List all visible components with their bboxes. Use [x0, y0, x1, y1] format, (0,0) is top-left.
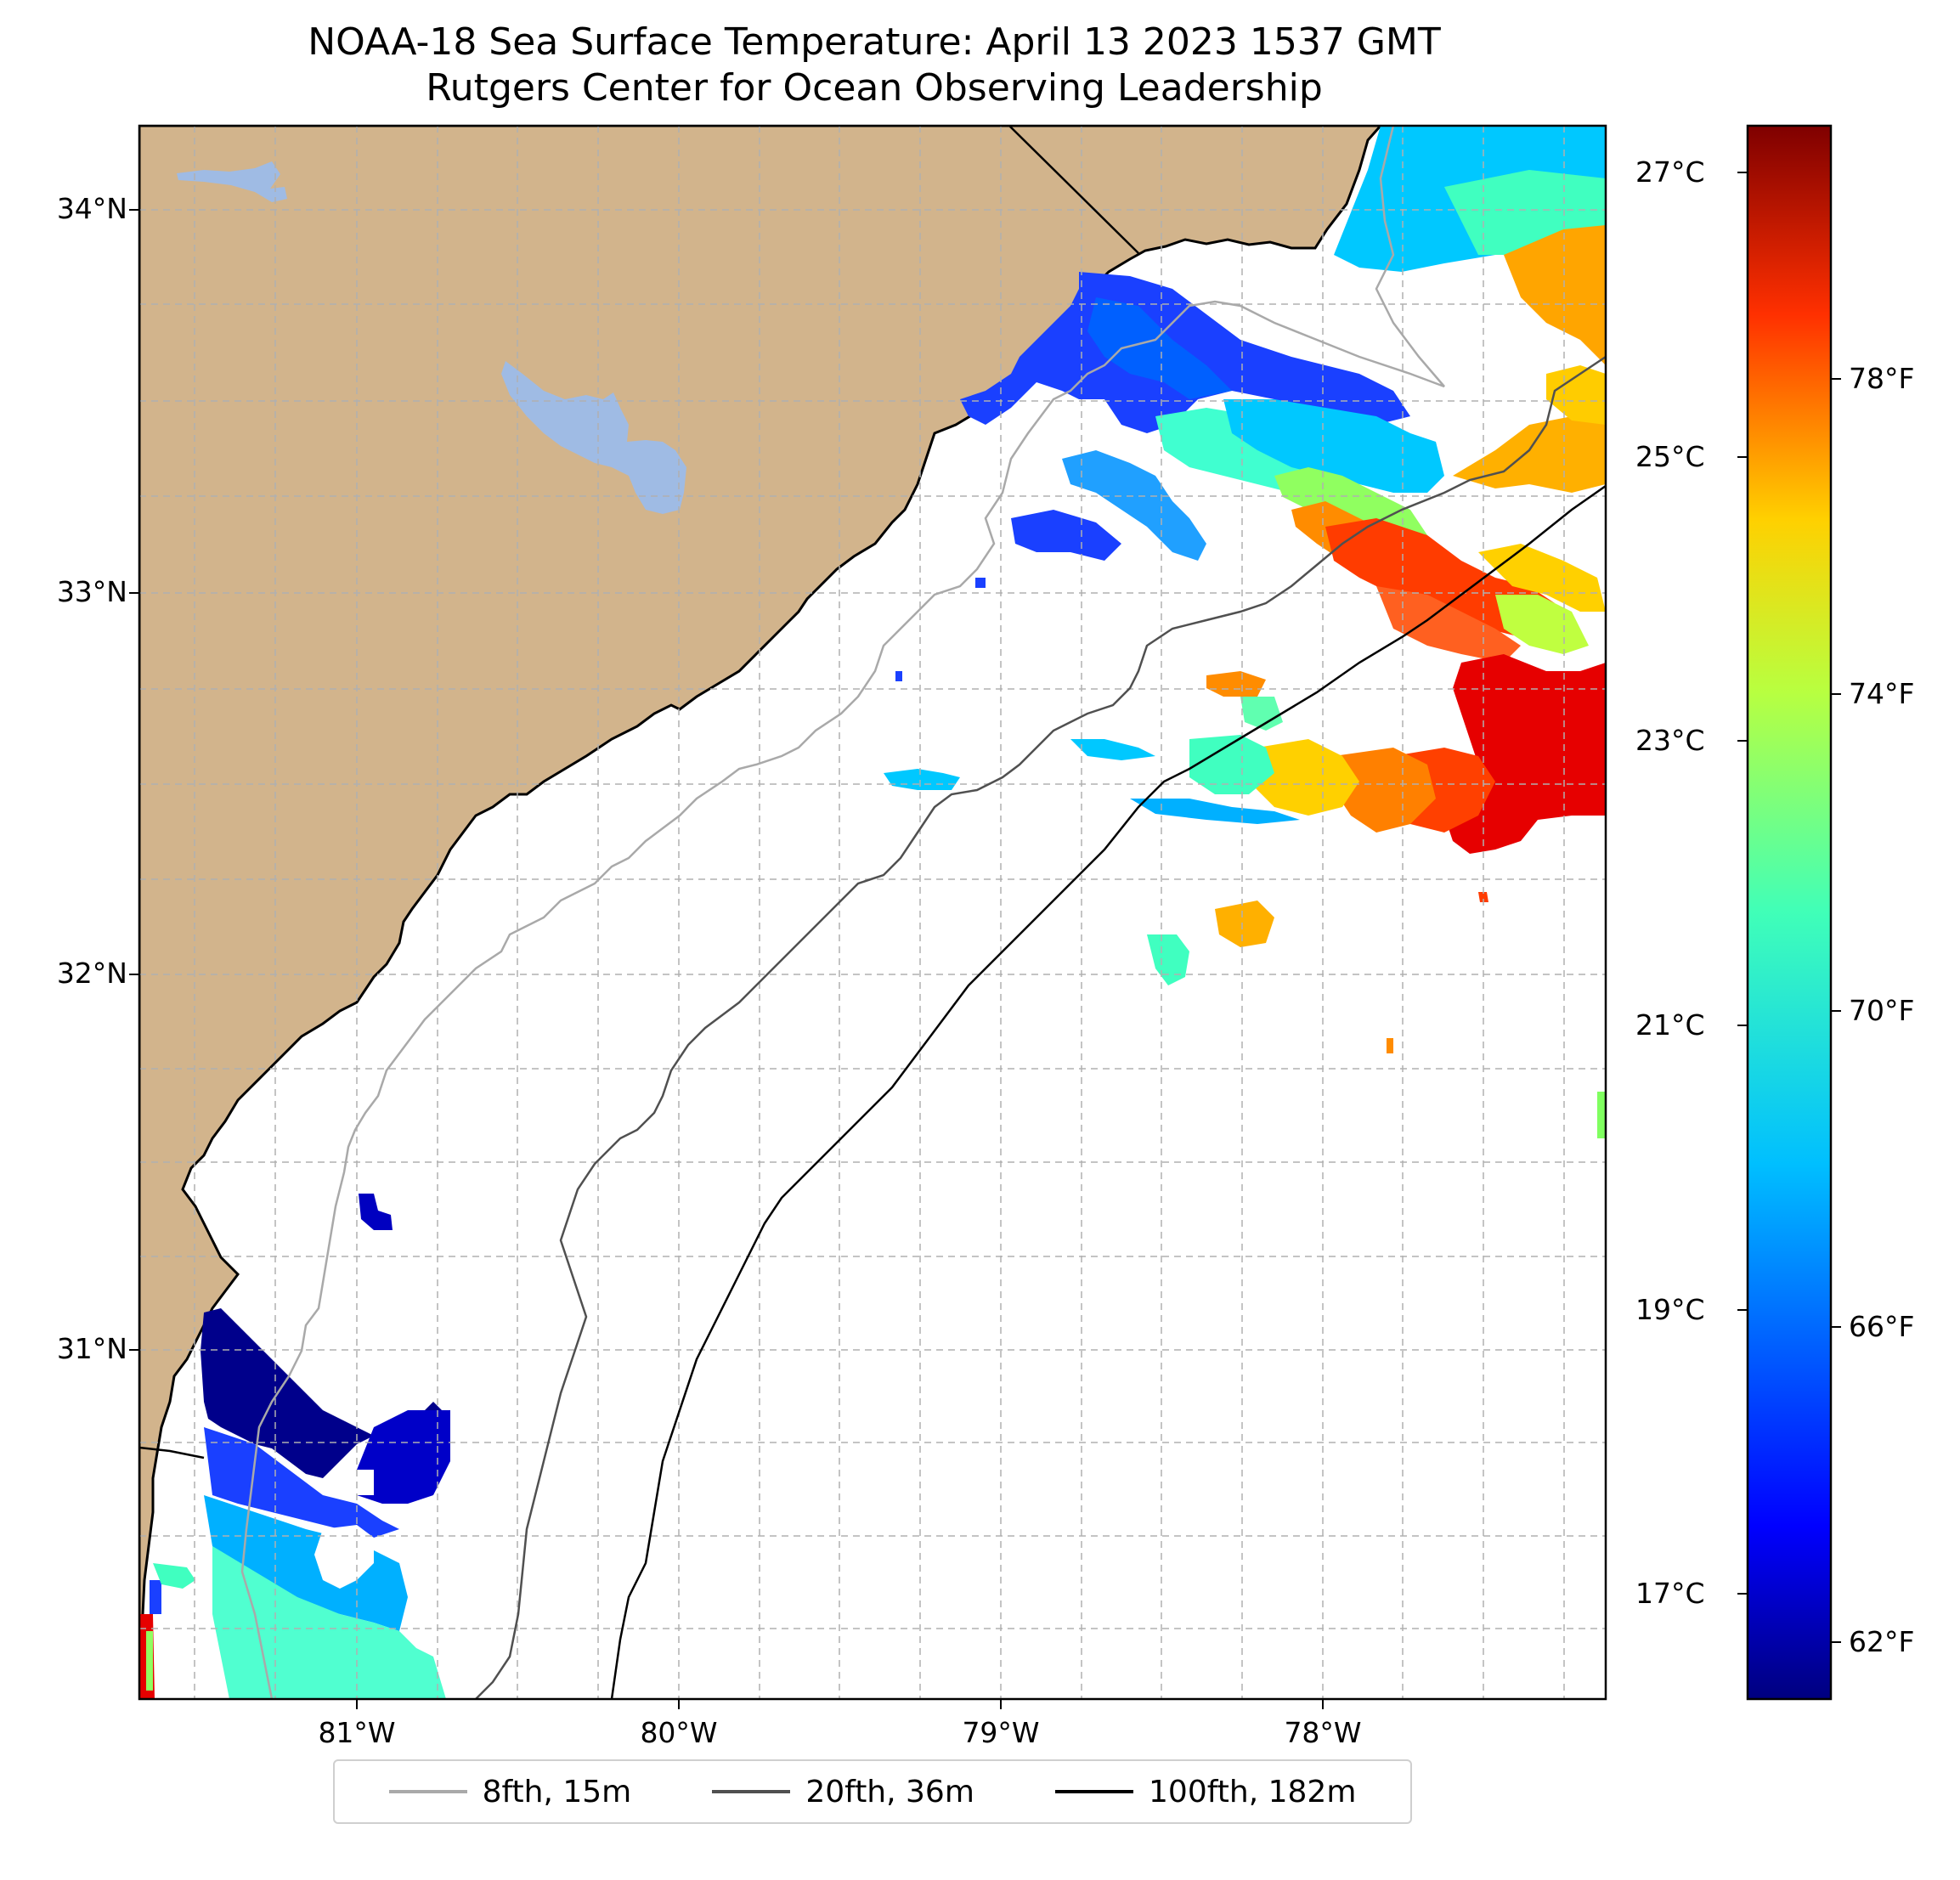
lake — [177, 161, 287, 202]
colorbar — [1746, 124, 1833, 1701]
isobath-100fth — [610, 484, 1606, 1699]
colorbar-celsius-label: 23°C — [1635, 724, 1705, 757]
isobath-8fth — [240, 126, 1445, 1699]
state-border — [1008, 126, 1139, 254]
lat-label: 31°N — [56, 1332, 127, 1365]
legend-item-20fth: 20fth, 36m — [712, 1775, 974, 1809]
lat-ticks — [129, 209, 139, 1351]
colorbar-fahrenheit-ticks — [1831, 378, 1841, 1643]
colorbar-celsius-label: 19°C — [1635, 1293, 1705, 1326]
legend-swatch — [712, 1790, 791, 1793]
isobath-legend: 8fth, 15m 20fth, 36m 100fth, 182m — [333, 1759, 1412, 1824]
map-title: NOAA-18 Sea Surface Temperature: April 1… — [308, 20, 1441, 64]
colorbar-celsius-label: 27°C — [1635, 155, 1705, 189]
colorbar-fahrenheit-label: 74°F — [1849, 677, 1915, 710]
lon-ticks — [356, 1699, 1324, 1709]
map-subtitle: Rutgers Center for Ocean Observing Leade… — [426, 66, 1323, 110]
legend-item-100fth: 100fth, 182m — [1055, 1775, 1356, 1809]
legend-label: 20fth, 36m — [805, 1774, 974, 1809]
lon-label: 81°W — [318, 1716, 396, 1749]
lat-label: 32°N — [56, 957, 127, 990]
lake — [501, 361, 686, 514]
colorbar-fahrenheit-label: 66°F — [1849, 1310, 1915, 1343]
colorbar-fahrenheit-label: 62°F — [1849, 1625, 1915, 1658]
lon-label: 78°W — [1284, 1716, 1362, 1749]
colorbar-celsius-label: 21°C — [1635, 1008, 1705, 1042]
state-border — [139, 1446, 205, 1459]
lat-label: 34°N — [56, 192, 127, 225]
colorbar-fahrenheit-label: 78°F — [1849, 362, 1915, 395]
gridlines — [139, 126, 1606, 1699]
lat-label: 33°N — [56, 575, 127, 608]
sst-data-overlay — [139, 126, 1606, 1699]
colorbar-fahrenheit-label: 70°F — [1849, 994, 1915, 1027]
legend-swatch — [388, 1790, 467, 1793]
colorbar-celsius-label: 17°C — [1635, 1577, 1705, 1610]
lon-label: 79°W — [962, 1716, 1040, 1749]
lon-label: 80°W — [640, 1716, 718, 1749]
isobath-20fth — [475, 355, 1606, 1699]
colorbar-celsius-label: 25°C — [1635, 440, 1705, 473]
map-frame — [138, 124, 1607, 1701]
colorbar-celsius-ticks — [1737, 172, 1748, 1595]
legend-item-8fth: 8fth, 15m — [388, 1774, 632, 1809]
legend-label: 8fth, 15m — [482, 1774, 632, 1809]
legend-swatch — [1055, 1790, 1134, 1793]
legend-label: 100fth, 182m — [1149, 1774, 1357, 1809]
